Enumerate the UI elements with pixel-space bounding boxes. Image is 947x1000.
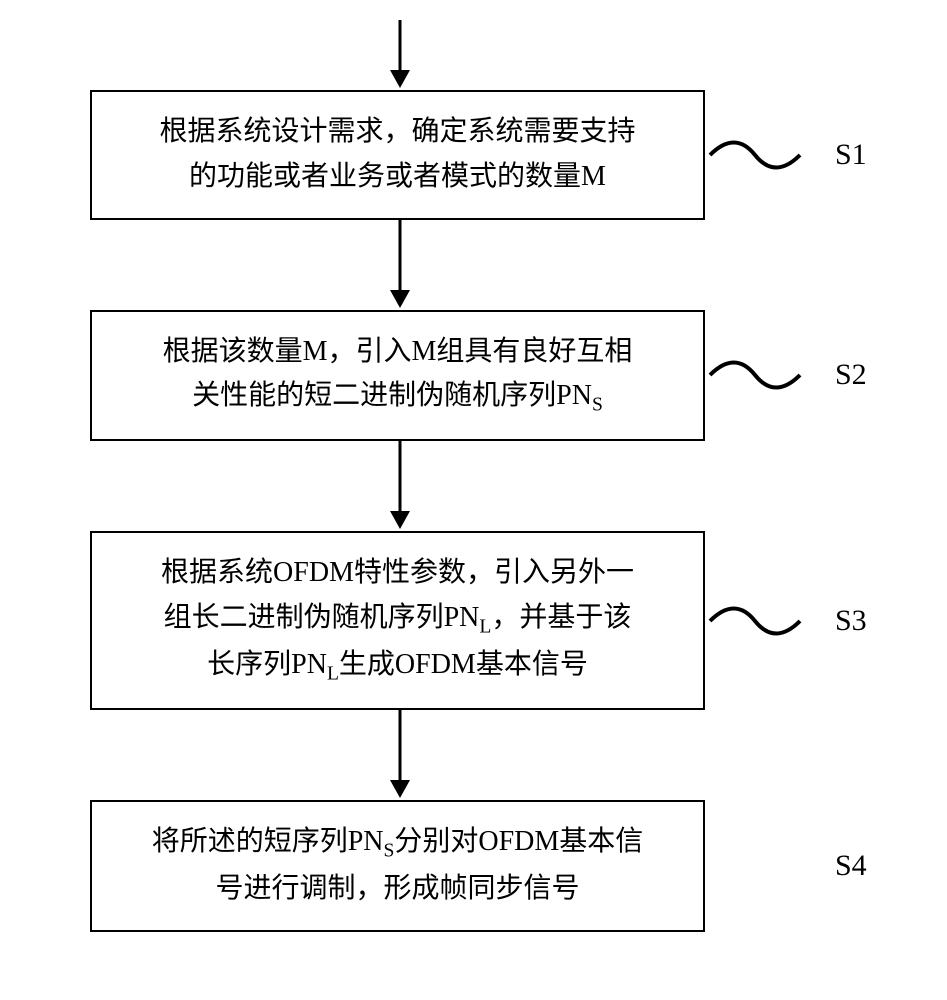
arrow-icon <box>380 20 420 90</box>
step-s2-row: 根据该数量M，引入M组具有良好互相 关性能的短二进制伪随机序列PNS S2 <box>20 310 927 442</box>
label-s1: S1 <box>835 138 867 172</box>
arrow-s3-s4 <box>20 710 927 800</box>
step-s4-row: 将所述的短序列PNS分别对OFDM基本信 号进行调制，形成帧同步信号 S4 <box>20 800 927 932</box>
step-s1-box: 根据系统设计需求，确定系统需要支持 的功能或者业务或者模式的数量M <box>90 90 705 220</box>
step-s3-row: 根据系统OFDM特性参数，引入另外一 组长二进制伪随机序列PNL，并基于该 长序… <box>20 531 927 710</box>
label-s4: S4 <box>835 849 867 883</box>
arrow-icon <box>380 220 420 310</box>
step-s3-box: 根据系统OFDM特性参数，引入另外一 组长二进制伪随机序列PNL，并基于该 长序… <box>90 531 705 710</box>
flowchart-container: 根据系统设计需求，确定系统需要支持 的功能或者业务或者模式的数量M S1 根据该… <box>20 20 927 932</box>
label-s3: S3 <box>835 604 867 638</box>
arrow-s1-s2 <box>20 220 927 310</box>
step-s2-box: 根据该数量M，引入M组具有良好互相 关性能的短二进制伪随机序列PNS <box>90 310 705 442</box>
connector-s2 <box>705 340 805 410</box>
step-s4-box: 将所述的短序列PNS分别对OFDM基本信 号进行调制，形成帧同步信号 <box>90 800 705 932</box>
step-s1-row: 根据系统设计需求，确定系统需要支持 的功能或者业务或者模式的数量M S1 <box>20 90 927 220</box>
arrow-s2-s3 <box>20 441 927 531</box>
connector-s3 <box>705 586 805 656</box>
step-s4-text: 将所述的短序列PNS分别对OFDM基本信 号进行调制，形成帧同步信号 <box>116 820 679 912</box>
step-s2-text: 根据该数量M，引入M组具有良好互相 关性能的短二进制伪随机序列PNS <box>116 330 679 422</box>
label-s2: S2 <box>835 358 867 392</box>
step-s1-text: 根据系统设计需求，确定系统需要支持 的功能或者业务或者模式的数量M <box>116 110 679 200</box>
top-arrow <box>20 20 927 90</box>
arrow-icon <box>380 441 420 531</box>
connector-s1 <box>705 120 805 190</box>
arrow-icon <box>380 710 420 800</box>
step-s3-text: 根据系统OFDM特性参数，引入另外一 组长二进制伪随机序列PNL，并基于该 长序… <box>116 551 679 690</box>
